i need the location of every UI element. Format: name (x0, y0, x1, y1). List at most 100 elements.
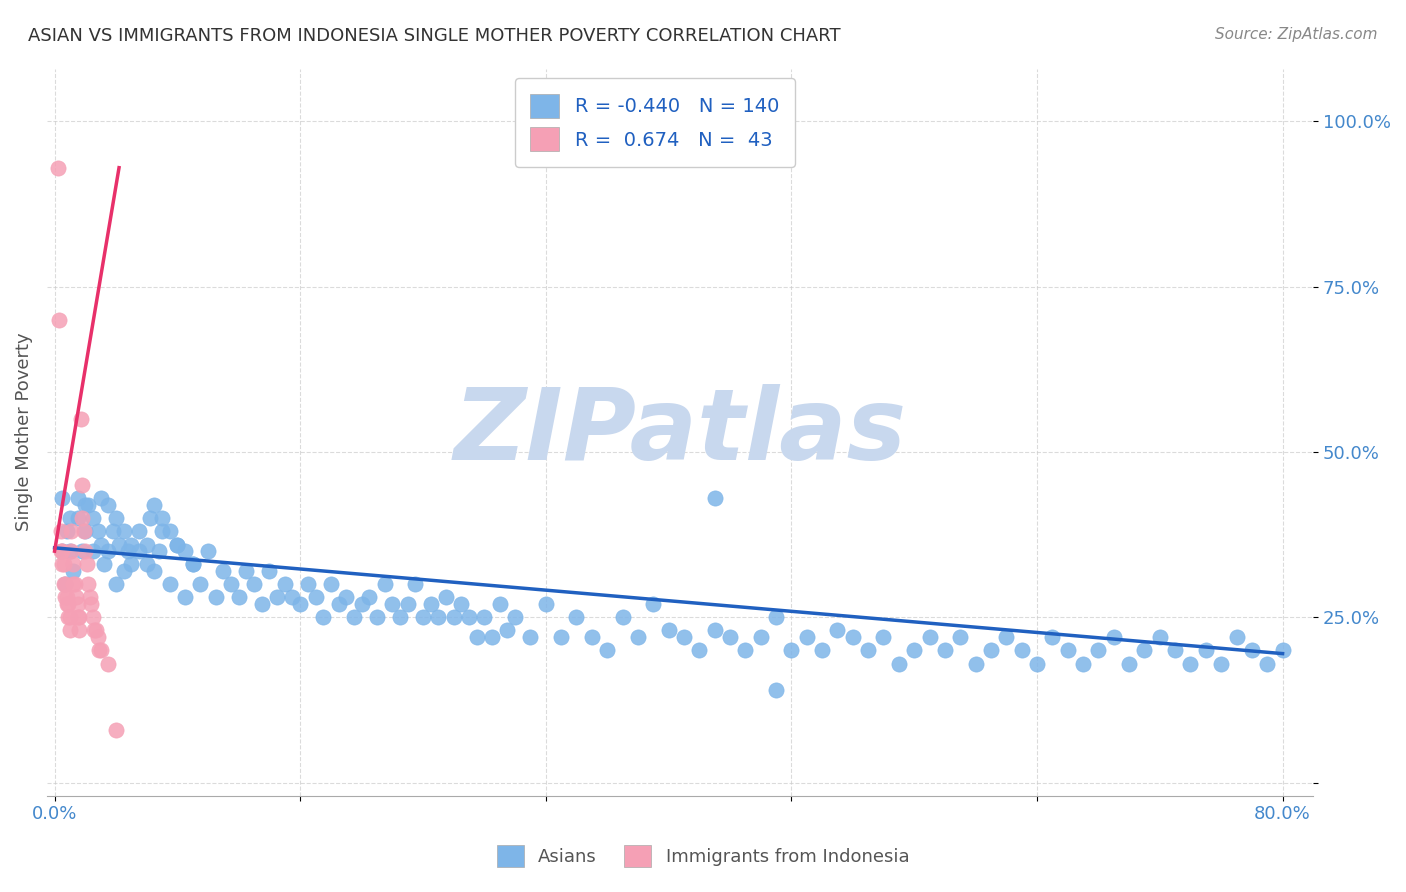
Point (243, 577, 266, 591)
Point (84, 624, 107, 638)
Point (82, 610, 104, 624)
Point (135, 537, 157, 551)
Point (51, 491, 73, 506)
Point (219, 577, 242, 591)
Point (70, 511, 93, 525)
Point (1087, 643, 1109, 657)
Point (496, 624, 519, 638)
Point (120, 537, 142, 551)
Point (150, 511, 173, 525)
Point (82, 544, 104, 558)
Point (1011, 643, 1033, 657)
Point (995, 630, 1018, 644)
Point (190, 577, 212, 591)
Point (56, 597, 79, 611)
Point (79, 591, 101, 605)
Point (53, 577, 76, 591)
Point (1195, 643, 1218, 657)
Point (159, 524, 181, 539)
Point (67, 624, 90, 638)
Point (872, 630, 894, 644)
Point (297, 577, 319, 591)
Point (281, 591, 304, 605)
Point (328, 597, 350, 611)
Point (59, 610, 82, 624)
Point (62, 564, 84, 578)
Point (112, 524, 135, 539)
Point (138, 511, 160, 525)
Point (887, 657, 910, 671)
Point (565, 610, 588, 624)
Point (1164, 643, 1187, 657)
Point (250, 597, 273, 611)
Point (1118, 657, 1140, 671)
Point (488, 597, 510, 611)
Point (104, 723, 127, 737)
Point (450, 597, 472, 611)
Point (934, 643, 956, 657)
Point (49, 524, 72, 539)
Point (465, 630, 488, 644)
Point (903, 643, 925, 657)
Point (503, 610, 526, 624)
Point (77, 577, 100, 591)
Point (59, 624, 82, 638)
Point (66, 491, 89, 506)
Point (1180, 657, 1202, 671)
Point (90, 491, 112, 506)
Point (67, 610, 90, 624)
Point (128, 544, 150, 558)
Point (75, 498, 97, 512)
Point (97, 544, 120, 558)
Text: Source: ZipAtlas.com: Source: ZipAtlas.com (1215, 27, 1378, 42)
Legend: R = -0.440   N = 140, R =  0.674   N =  43: R = -0.440 N = 140, R = 0.674 N = 43 (515, 78, 794, 167)
Point (51, 544, 73, 558)
Point (52, 577, 75, 591)
Point (343, 610, 366, 624)
Point (703, 491, 725, 506)
Point (1211, 657, 1233, 671)
Point (70, 544, 93, 558)
Point (319, 577, 342, 591)
Point (949, 630, 972, 644)
Point (83, 624, 105, 638)
Point (1040, 630, 1063, 644)
Point (51, 558, 73, 572)
Point (596, 643, 619, 657)
Point (48, 312, 70, 326)
Point (56, 524, 79, 539)
Point (90, 643, 112, 657)
Point (87, 643, 110, 657)
Point (52, 558, 75, 572)
Point (1256, 657, 1278, 671)
Point (86, 630, 108, 644)
Point (58, 610, 80, 624)
Point (197, 544, 219, 558)
Point (174, 591, 197, 605)
Point (66, 597, 89, 611)
Point (419, 597, 441, 611)
Point (396, 597, 419, 611)
Point (117, 544, 139, 558)
Point (59, 544, 82, 558)
Point (97, 498, 120, 512)
Point (62, 558, 84, 572)
Point (703, 624, 725, 638)
Point (780, 643, 803, 657)
Point (335, 591, 357, 605)
Point (59, 511, 82, 525)
Point (765, 683, 787, 698)
Point (796, 630, 818, 644)
Point (60, 524, 83, 539)
Point (688, 643, 710, 657)
Point (1102, 630, 1125, 644)
Point (58, 597, 80, 611)
Point (53, 591, 76, 605)
Point (458, 610, 481, 624)
Point (359, 591, 381, 605)
Point (274, 577, 297, 591)
Point (112, 564, 135, 578)
Point (69, 412, 91, 426)
Point (404, 577, 426, 591)
Point (1225, 630, 1247, 644)
